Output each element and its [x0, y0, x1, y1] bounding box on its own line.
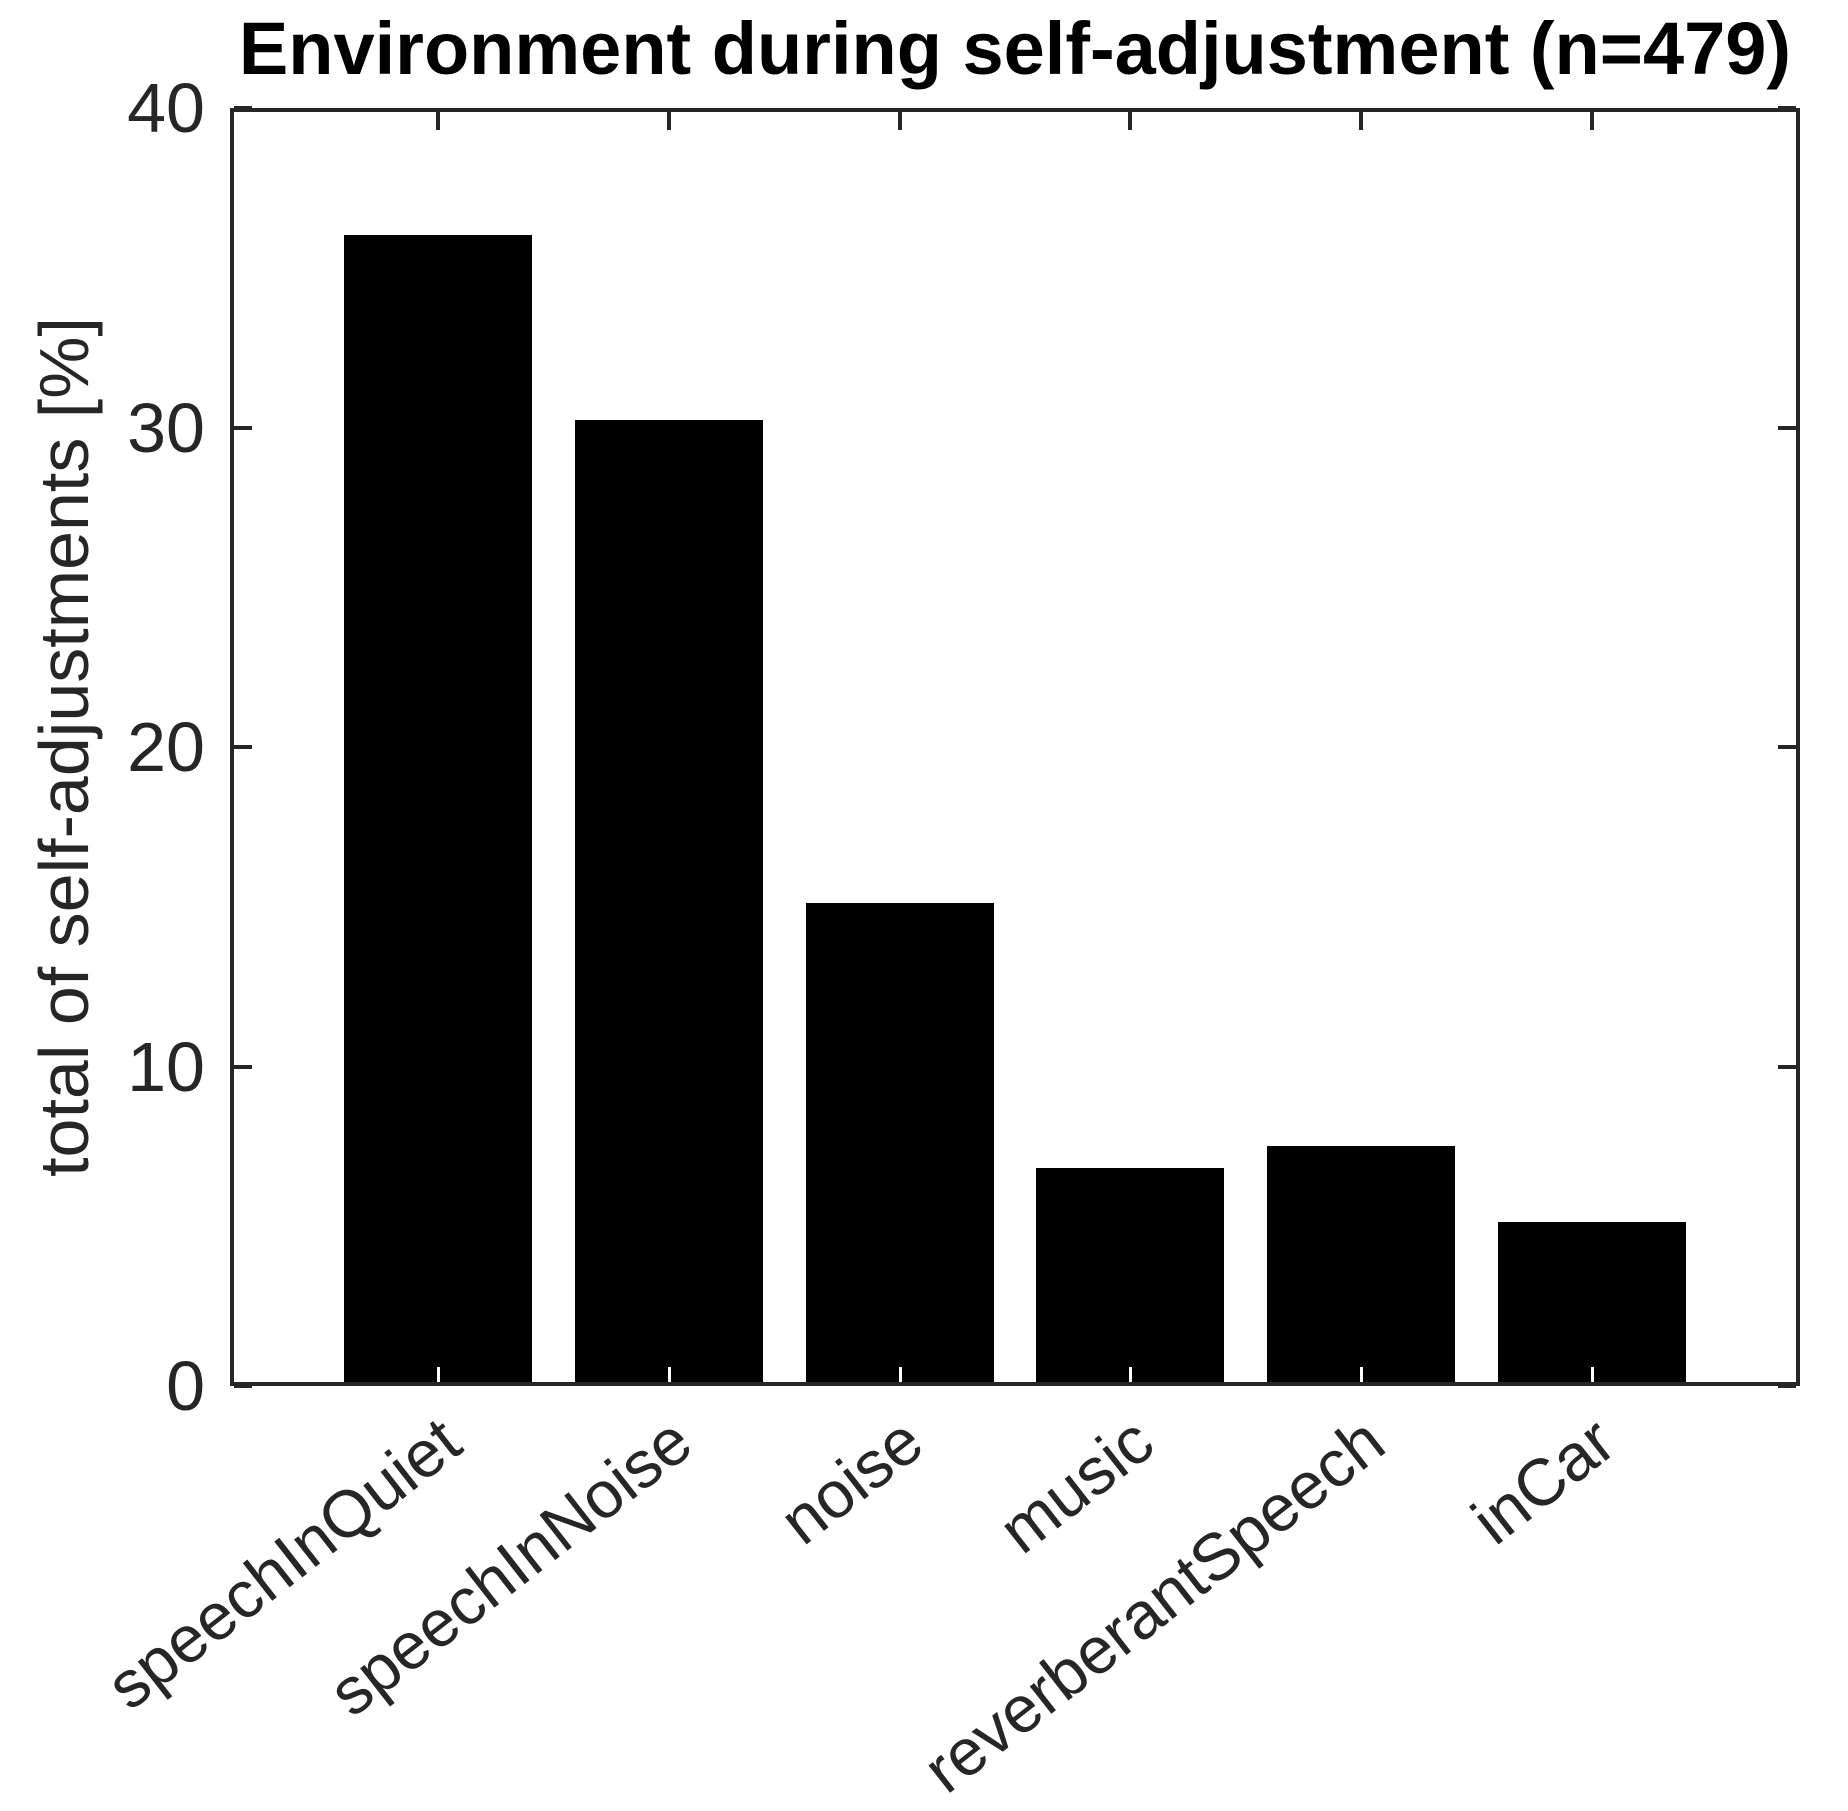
y-tick-label: 0: [166, 1347, 205, 1425]
y-tick-mark-right: [1778, 1384, 1796, 1388]
x-tick-mark-baseline: [1590, 1367, 1594, 1382]
bar: [344, 235, 532, 1382]
x-tick-label: inCar: [1458, 1402, 1629, 1559]
y-tick-label: 10: [127, 1028, 205, 1106]
y-tick-mark-right: [1778, 426, 1796, 430]
bar: [806, 903, 994, 1382]
x-tick-mark-baseline: [667, 1367, 671, 1382]
y-tick-mark-right: [1778, 1065, 1796, 1069]
x-tick-mark-top: [667, 112, 671, 130]
x-tick-mark-top: [1359, 112, 1363, 130]
y-tick-mark-right: [1778, 106, 1796, 110]
y-tick-mark-left: [234, 426, 252, 430]
bar: [575, 420, 763, 1382]
x-tick-mark-baseline: [1128, 1367, 1132, 1382]
axes-border: [230, 108, 1800, 1386]
x-tick-label: music: [984, 1402, 1167, 1568]
y-tick-mark-left: [234, 1065, 252, 1069]
bar: [1498, 1222, 1686, 1382]
y-tick-mark-right: [1778, 745, 1796, 749]
y-tick-label: 20: [127, 708, 205, 786]
y-tick-mark-left: [234, 1384, 252, 1388]
bar: [1267, 1146, 1455, 1382]
x-tick-mark-top: [898, 112, 902, 130]
y-tick-label: 30: [127, 389, 205, 467]
y-tick-mark-left: [234, 745, 252, 749]
x-tick-mark-top: [436, 112, 440, 130]
x-tick-mark-top: [1590, 112, 1594, 130]
chart-title: Environment during self-adjustment (n=47…: [238, 7, 1792, 90]
x-tick-mark-baseline: [898, 1367, 902, 1382]
y-tick-label: 40: [127, 69, 205, 147]
x-tick-mark-baseline: [1359, 1367, 1363, 1382]
x-tick-mark-top: [1128, 112, 1132, 130]
x-tick-label: noise: [766, 1402, 937, 1559]
y-tick-mark-left: [234, 106, 252, 110]
bar: [1036, 1168, 1224, 1382]
x-tick-mark-baseline: [436, 1367, 440, 1382]
